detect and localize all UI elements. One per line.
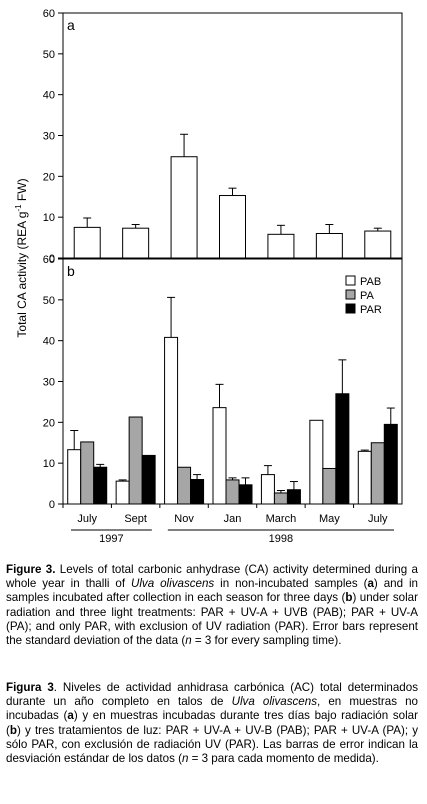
legend-label-pa: PA [360,290,375,302]
legend-swatch-par [345,303,356,314]
caption-en-head: Figure 3. [6,563,56,576]
bar-b-pab-6 [357,450,372,505]
y-tick-label: 0 [49,253,55,265]
bar-b-pab-4 [260,474,275,505]
bar-b-pa-2 [177,466,192,505]
bar-b-par-3 [238,484,253,505]
bar-b-par-0 [93,466,108,505]
panel-label-a: a [67,17,75,33]
bar-a-ca-0 [73,226,101,259]
bar-b-pab-2 [164,336,179,505]
bar-b-pa-5 [322,467,337,505]
figure-caption-english: Figure 3. Levels of total carbonic anhyd… [6,563,418,648]
legend-label-pab: PAB [360,276,381,288]
x-tick-label: July [77,513,97,525]
caption-es-head: Figura 3 [6,681,54,694]
bar-b-par-2 [190,479,205,505]
x-tick-label: Nov [174,513,194,525]
y-tick-label: 10 [43,212,55,224]
year-label-1997: 1997 [99,533,123,545]
bar-b-pab-0 [67,449,82,505]
year-label-1998: 1998 [269,533,293,545]
bar-a-ca-1 [122,227,150,259]
bar-b-pa-6 [370,442,385,505]
y-tick-label: 40 [43,336,55,348]
y-tick-label: 60 [43,8,55,20]
y-tick-label: 50 [43,49,55,61]
bar-b-pab-5 [309,419,324,505]
bar-b-par-6 [383,423,398,505]
y-tick-label: 30 [43,377,55,389]
y-tick-label: 0 [49,499,55,511]
figure-3-chart: 0 10 20 30 40 50 60 a 0 10 20 30 40 50 60 b PAB PA PAR July… [14,8,403,545]
bar-b-pa-1 [128,416,143,505]
legend-swatch-pab [345,275,356,286]
bar-b-pab-1 [115,480,130,505]
bar-a-ca-4 [267,233,295,259]
y-tick-label: 50 [43,295,55,307]
figure-caption-spanish: Figura 3. Niveles de actividad anhidrasa… [6,681,419,766]
x-tick-label: March [266,513,297,525]
x-tick-label: July [368,513,388,525]
legend-label-par: PAR [360,304,382,316]
x-tick-label: May [319,513,340,525]
y-tick-label: 10 [43,458,55,470]
bar-a-ca-2 [170,156,198,259]
bar-b-pa-0 [80,441,95,505]
x-tick-label: Sept [124,513,147,525]
bar-a-ca-3 [219,195,246,259]
bar-a-ca-5 [315,233,343,259]
legend-swatch-pa [345,289,356,300]
y-tick-label: 20 [43,171,55,183]
y-tick-label: 40 [43,90,55,102]
y-axis-title: Total CA activity (REA g-1 FW) [14,178,29,337]
y-tick-label: 20 [43,417,55,429]
bar-b-pa-4 [273,492,288,505]
y-tick-label: 60 [43,254,55,266]
panel-label-b: b [67,263,75,279]
bar-b-pa-3 [225,479,240,505]
x-tick-label: Jan [224,513,242,525]
y-tick-label: 30 [43,131,55,143]
bar-b-par-5 [335,393,350,505]
bar-a-ca-6 [364,230,392,259]
bar-b-par-4 [286,489,301,505]
bar-b-par-1 [141,454,156,505]
bar-b-pab-3 [212,407,227,505]
